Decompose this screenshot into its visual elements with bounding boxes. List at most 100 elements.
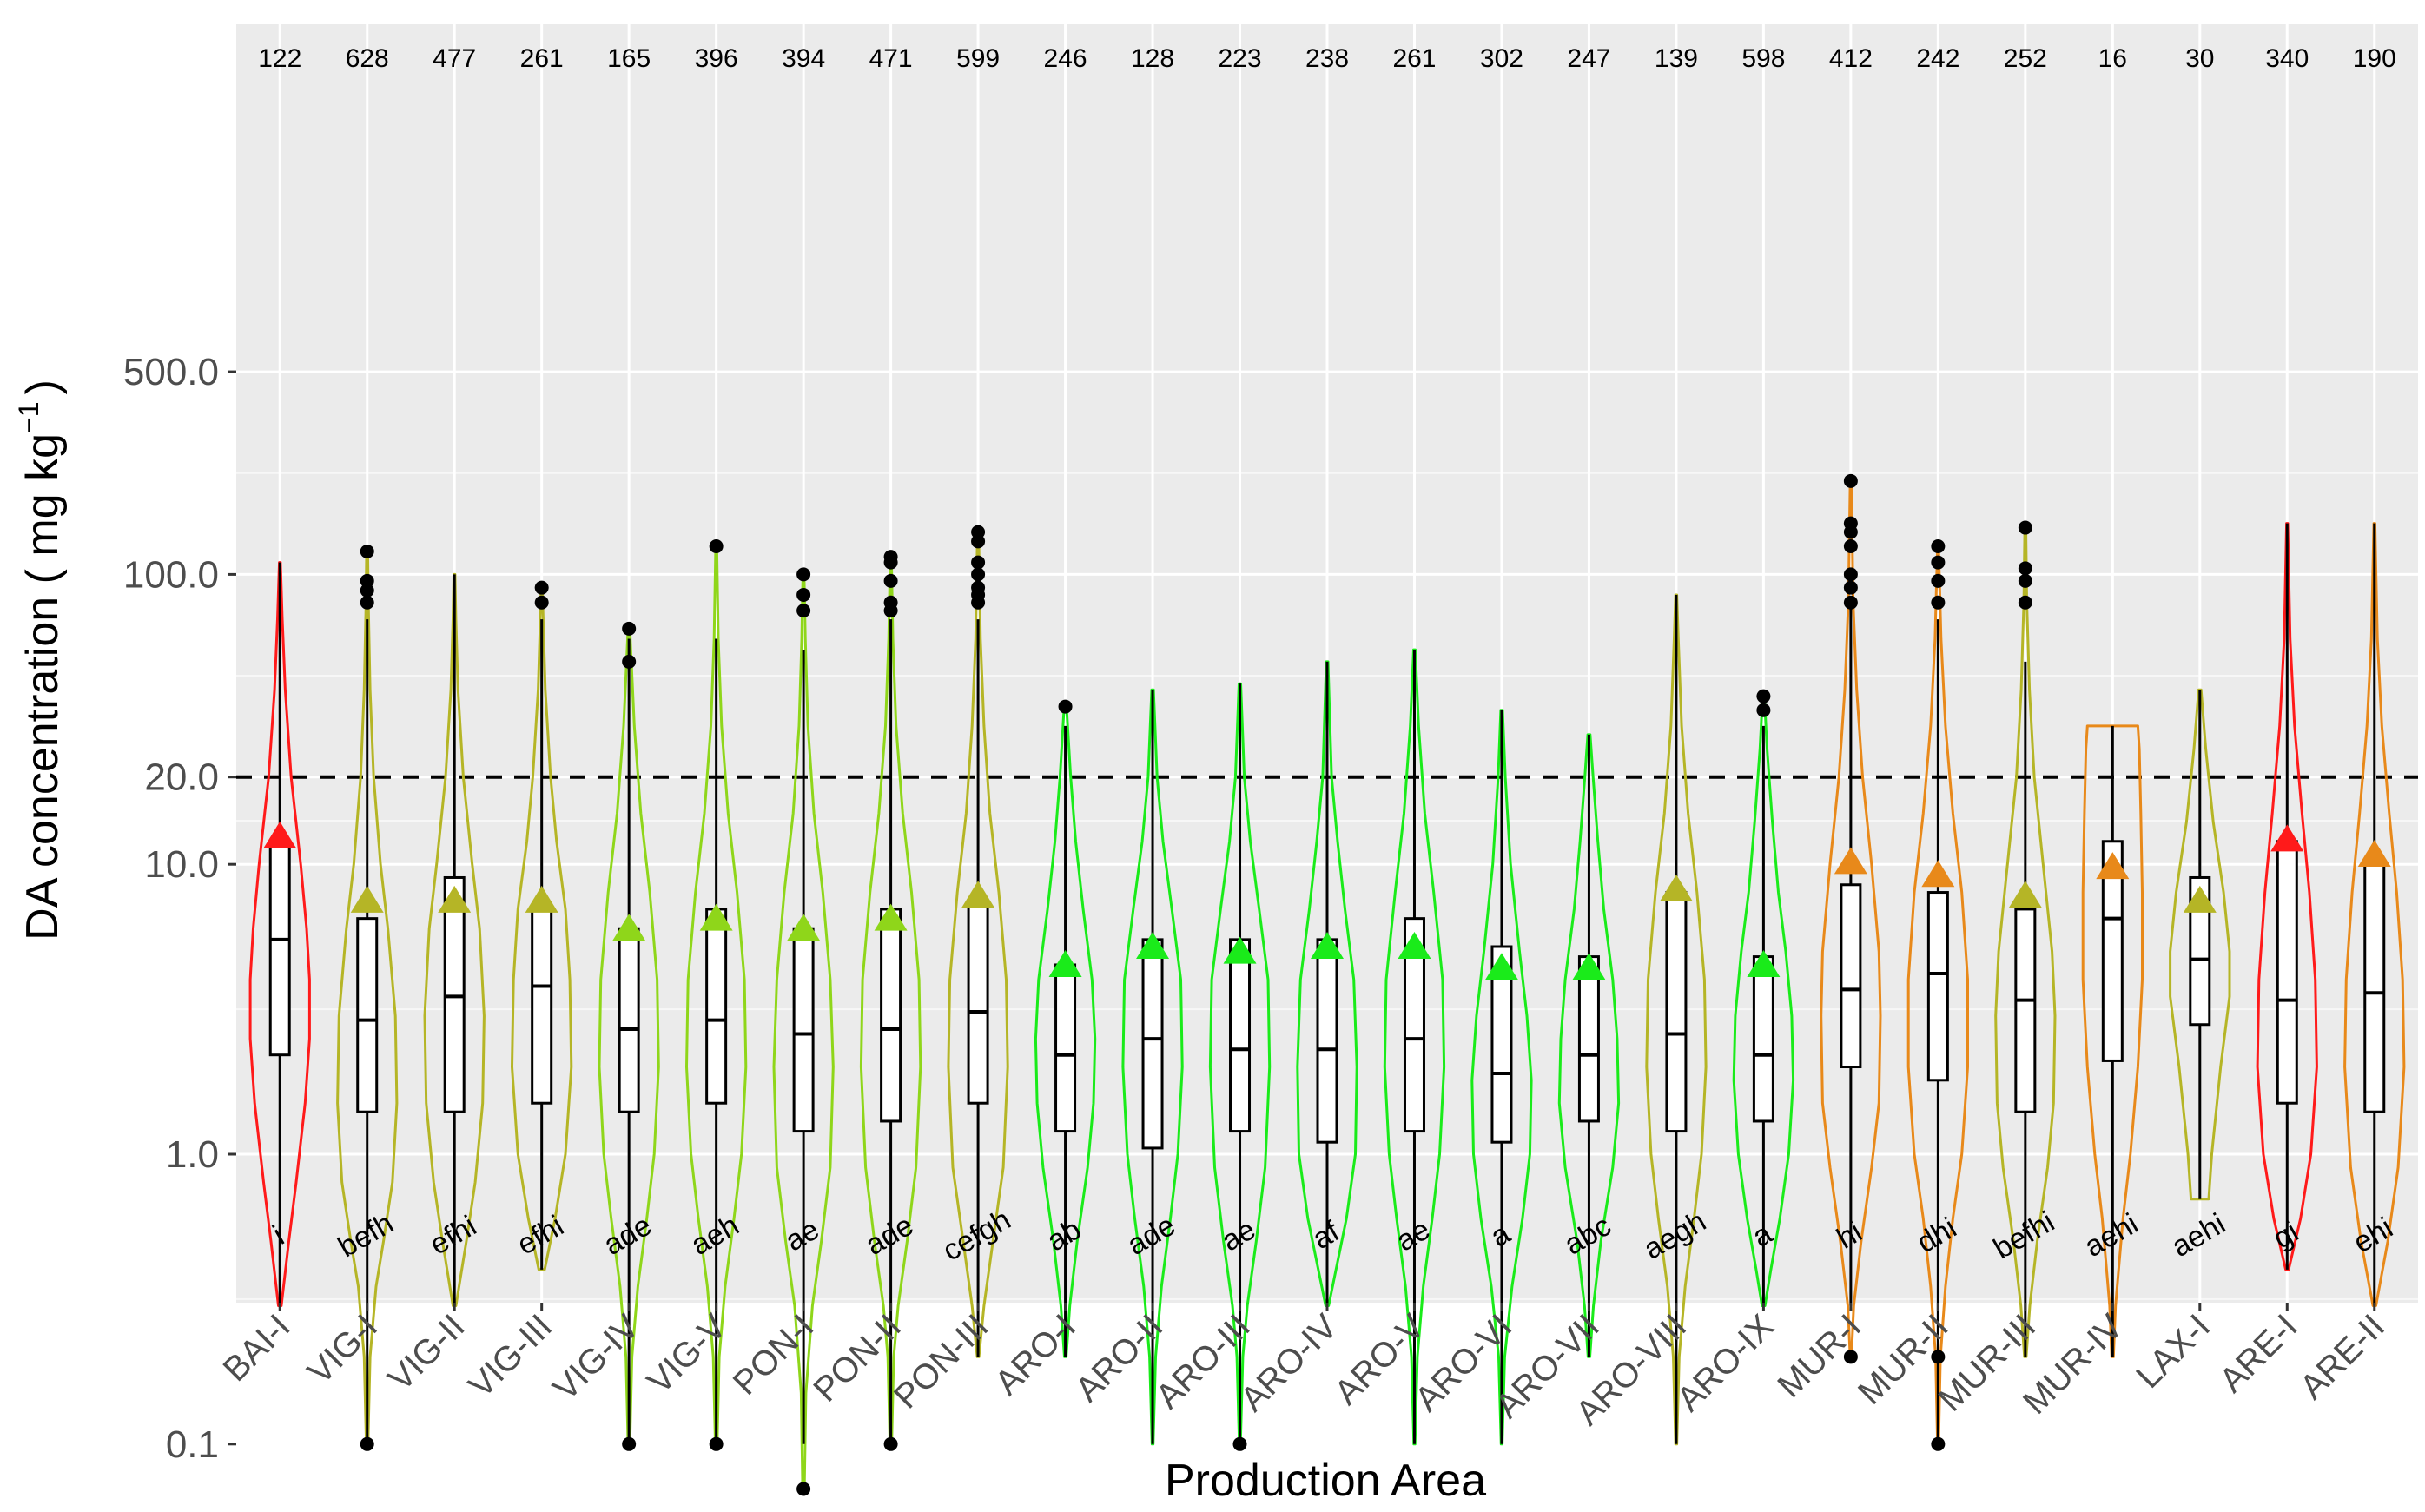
x-tick-label: ARO-I (988, 1307, 1083, 1403)
iqr-box (268, 840, 291, 1057)
iqr-box (1926, 891, 1949, 1082)
outlier-point (1931, 539, 1946, 554)
sample-count: 246 (1044, 44, 1087, 73)
iqr-box (443, 875, 466, 1113)
iqr-box (1403, 917, 1425, 1133)
mean-marker (1921, 860, 1955, 888)
violin-shape (2081, 724, 2144, 1358)
outlier-point (1843, 580, 1858, 595)
iqr-box (2014, 908, 2037, 1113)
iqr-box (2276, 840, 2298, 1105)
iqr-box (1752, 955, 1774, 1123)
mean-marker (1048, 949, 1082, 977)
violins (248, 473, 2406, 1496)
violin-shape (1557, 733, 1621, 1358)
violin-aro-i (1034, 699, 1097, 1358)
sample-count: 394 (782, 44, 825, 73)
violin-pon-i (772, 567, 835, 1496)
outlier-point (2018, 520, 2032, 535)
outlier-point (1843, 595, 1858, 610)
x-tick-label: VIG-III (461, 1307, 559, 1405)
outlier-point (1931, 595, 1946, 610)
outlier-point (622, 621, 637, 636)
x-tick-label: ARO-IV (1233, 1307, 1345, 1419)
violin-aro-ix (1732, 689, 1795, 1307)
outlier-point (360, 573, 374, 588)
y-axis-title-superscript: −1 (13, 402, 44, 433)
outlier-point (796, 587, 811, 602)
outlier-point (622, 654, 637, 669)
sample-count: 598 (1741, 44, 1785, 73)
sample-count: 247 (1567, 44, 1610, 73)
outlier-point (622, 1436, 637, 1451)
outlier-point (360, 583, 374, 598)
y-tick-label: 0.1 (166, 1423, 219, 1466)
outlier-point (796, 567, 811, 582)
outlier-point (2018, 561, 2032, 576)
iqr-box (705, 908, 728, 1105)
violin-mur-iii (1994, 520, 2057, 1358)
outlier-point (796, 1482, 811, 1496)
mean-marker (2270, 824, 2304, 852)
outlier-point (1931, 1436, 1946, 1451)
iqr-box (2101, 840, 2124, 1062)
iqr-box (2363, 862, 2386, 1113)
outlier-point (360, 595, 374, 610)
x-tick-label: VIG-II (381, 1307, 472, 1398)
iqr-box (880, 908, 902, 1123)
outlier-point (971, 525, 986, 539)
x-tick-label: BAI-I (216, 1307, 298, 1389)
outlier-point (360, 1436, 374, 1451)
outlier-point (709, 539, 724, 554)
sample-count: 16 (2098, 44, 2127, 73)
sample-count: 477 (433, 44, 476, 73)
outlier-point (1931, 555, 1946, 570)
x-tick-label: PON-III (887, 1307, 995, 1416)
sample-count: 628 (346, 44, 389, 73)
sample-count: 128 (1131, 44, 1174, 73)
y-tick-label: 100.0 (123, 553, 219, 596)
outlier-point (1756, 703, 1771, 717)
violin-vig-i (336, 544, 399, 1451)
outlier-point (1843, 539, 1858, 554)
sample-count: 30 (2185, 44, 2214, 73)
violin-pon-ii (859, 550, 922, 1451)
outlier-point (1843, 516, 1858, 531)
violin-aro-vi (1470, 709, 1533, 1446)
sample-count: 261 (520, 44, 564, 73)
outlier-point (1232, 1436, 1247, 1451)
x-tick-label: ARE-II (2293, 1307, 2392, 1406)
violin-vig-v (685, 539, 748, 1451)
iqr-box (356, 917, 379, 1113)
outlier-point (1843, 567, 1858, 582)
iqr-box (1054, 963, 1077, 1133)
outlier-point (1058, 699, 1073, 714)
iqr-box (1490, 945, 1513, 1144)
outlier-point (1843, 1350, 1858, 1364)
mean-marker (961, 881, 995, 908)
iqr-box (1577, 955, 1600, 1123)
violin-aro-vii (1557, 733, 1621, 1358)
violin-shape (2169, 688, 2231, 1201)
mean-marker (1747, 949, 1781, 977)
sample-count: 165 (607, 44, 651, 73)
sample-count: 242 (1916, 44, 1959, 73)
mean-marker (1834, 847, 1867, 875)
violin-vig-ii (423, 572, 486, 1307)
mean-marker (1311, 931, 1344, 959)
x-axis-ticks: BAI-I VIG-IVIG-IIVIG-IIIVIG-IVVIG-VPON-IP… (216, 1303, 2392, 1433)
sample-count: 139 (1655, 44, 1698, 73)
outlier-point (2018, 573, 2032, 588)
sample-count: 340 (2265, 44, 2309, 73)
iqr-box (531, 908, 553, 1105)
mean-marker (1136, 931, 1170, 959)
violin-aro-iii (1208, 682, 1272, 1451)
outlier-point (971, 555, 986, 570)
mean-marker (2008, 881, 2042, 908)
sample-count: 122 (258, 44, 301, 73)
sample-count: 190 (2353, 44, 2396, 73)
violin-shape (2343, 522, 2406, 1307)
violin-aro-v (1383, 648, 1446, 1446)
violin-aro-ii (1121, 688, 1184, 1446)
outlier-point (883, 1436, 898, 1451)
